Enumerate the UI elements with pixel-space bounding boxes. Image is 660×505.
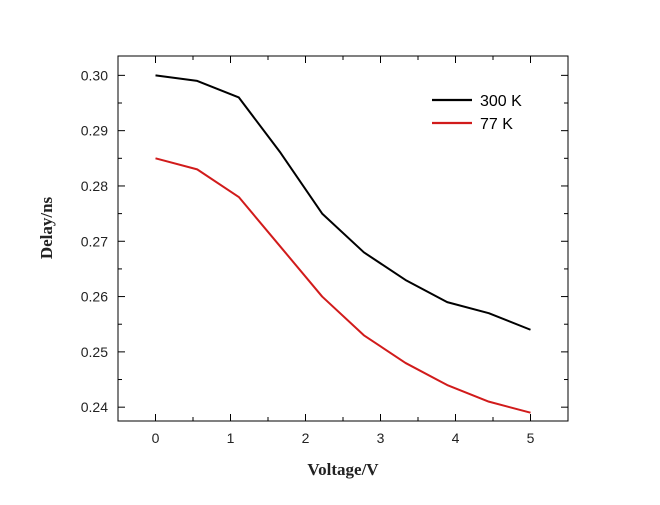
x-tick-label: 3 <box>377 430 385 446</box>
y-axis-title: Delay/ns <box>37 196 56 259</box>
legend: 300 K 77 K <box>432 93 522 133</box>
y-tick-label: 0.24 <box>81 399 108 415</box>
legend-label-77k: 77 K <box>480 116 513 133</box>
series-line-77k <box>155 157 531 414</box>
legend-label-300k: 300 K <box>480 93 522 110</box>
x-axis: 0 1 2 3 4 5 <box>152 56 535 446</box>
y-tick-label: 0.28 <box>81 178 108 194</box>
series-line-300k <box>155 74 531 331</box>
x-tick-label: 5 <box>527 430 535 446</box>
plot-frame <box>117 55 569 422</box>
y-axis: 0.24 0.25 0.26 0.27 0.28 0.29 0.30 <box>81 67 568 415</box>
x-tick-label: 4 <box>452 430 460 446</box>
y-tick-label: 0.27 <box>81 233 108 249</box>
x-tick-label: 2 <box>302 430 310 446</box>
y-tick-label: 0.29 <box>81 123 108 139</box>
y-tick-label: 0.26 <box>81 289 108 305</box>
y-tick-label: 0.30 <box>81 67 108 83</box>
x-axis-title: Voltage/V <box>307 460 379 479</box>
series-layer <box>155 74 531 414</box>
x-tick-label: 1 <box>227 430 235 446</box>
x-tick-label: 0 <box>152 430 160 446</box>
y-tick-label: 0.25 <box>81 344 108 360</box>
